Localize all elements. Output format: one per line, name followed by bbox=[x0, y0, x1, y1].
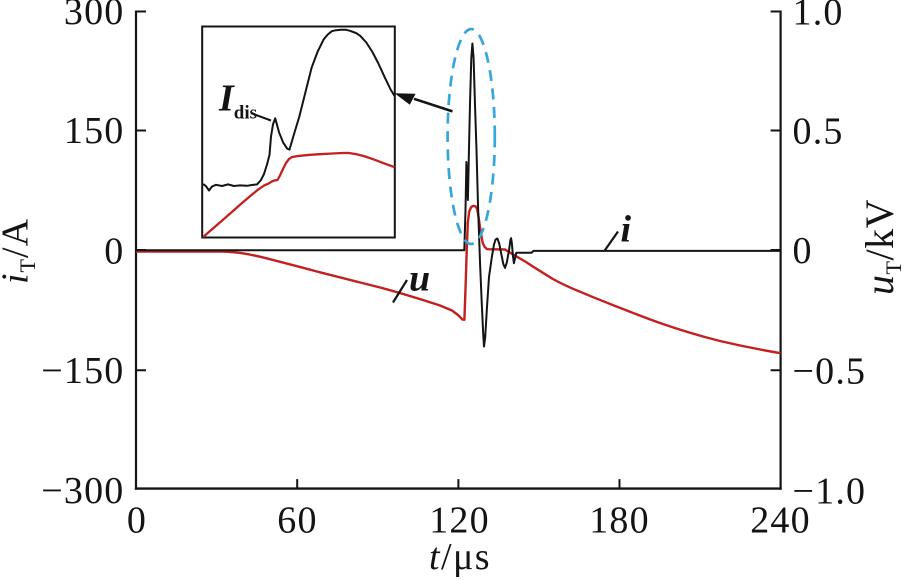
svg-text:0.5: 0.5 bbox=[793, 111, 844, 153]
svg-text:1.0: 1.0 bbox=[793, 0, 844, 34]
svg-text:−1.0: −1.0 bbox=[793, 471, 867, 513]
svg-text:−300: −300 bbox=[41, 470, 124, 512]
svg-text:0: 0 bbox=[104, 230, 124, 272]
svg-text:60: 60 bbox=[277, 499, 317, 541]
svg-text:0: 0 bbox=[793, 230, 813, 272]
svg-text:t/μs: t/μs bbox=[429, 536, 491, 578]
svg-text:iT/A: iT/A bbox=[0, 218, 40, 284]
svg-text:−0.5: −0.5 bbox=[793, 351, 867, 393]
svg-text:150: 150 bbox=[64, 110, 125, 152]
svg-text:uT/kV: uT/kV bbox=[857, 199, 904, 295]
svg-text:300: 300 bbox=[64, 0, 125, 33]
svg-text:−150: −150 bbox=[41, 350, 124, 392]
svg-text:180: 180 bbox=[589, 499, 650, 541]
svg-text:u: u bbox=[409, 258, 430, 300]
svg-text:i: i bbox=[621, 209, 632, 251]
svg-text:240: 240 bbox=[750, 499, 811, 541]
svg-text:120: 120 bbox=[429, 499, 490, 541]
svg-text:0: 0 bbox=[127, 499, 147, 541]
